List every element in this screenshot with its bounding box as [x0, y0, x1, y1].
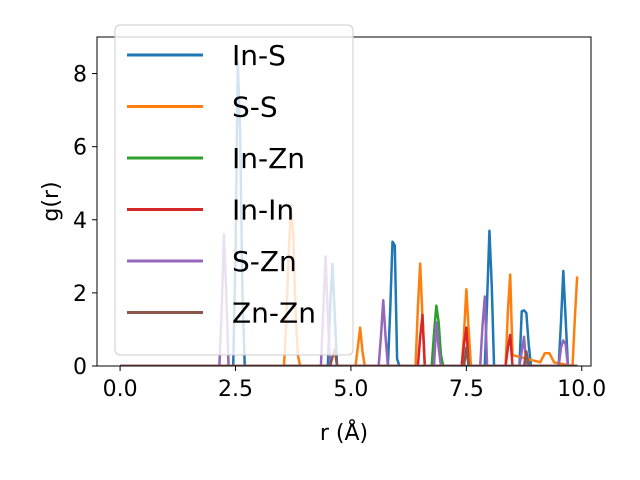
series-line-zn-zn — [120, 346, 578, 366]
y-axis-ticks: 0 2 4 6 8 — [73, 63, 97, 380]
series-line-in-zn — [120, 304, 578, 366]
x-axis-ticks: 0.0 2.5 5.0 7.5 10.0 — [103, 366, 606, 402]
legend-label: In-In — [232, 194, 294, 227]
legend-label: In-S — [232, 39, 286, 72]
y-tick-label: 0 — [73, 355, 87, 380]
legend-label: S-S — [232, 91, 278, 124]
y-axis-label: g(r) — [39, 181, 64, 221]
legend-label: S-Zn — [232, 245, 297, 278]
y-tick-label: 2 — [73, 282, 87, 307]
x-tick-label: 0.0 — [103, 377, 138, 402]
series-line-s-zn — [120, 233, 578, 366]
legend-label: Zn-Zn — [232, 297, 316, 330]
y-tick-label: 8 — [73, 63, 87, 88]
y-tick-label: 6 — [73, 136, 87, 161]
x-tick-label: 7.5 — [449, 377, 484, 402]
x-tick-label: 10.0 — [557, 377, 606, 402]
series-line-in-in — [120, 313, 578, 366]
x-tick-label: 2.5 — [218, 377, 253, 402]
y-tick-label: 4 — [73, 209, 87, 234]
x-tick-label: 5.0 — [333, 377, 368, 402]
legend: In-S S-S In-Zn In-In S-Zn Zn-Zn — [114, 24, 354, 356]
legend-label: In-Zn — [232, 142, 305, 175]
x-axis-label: r (Å) — [320, 419, 368, 446]
